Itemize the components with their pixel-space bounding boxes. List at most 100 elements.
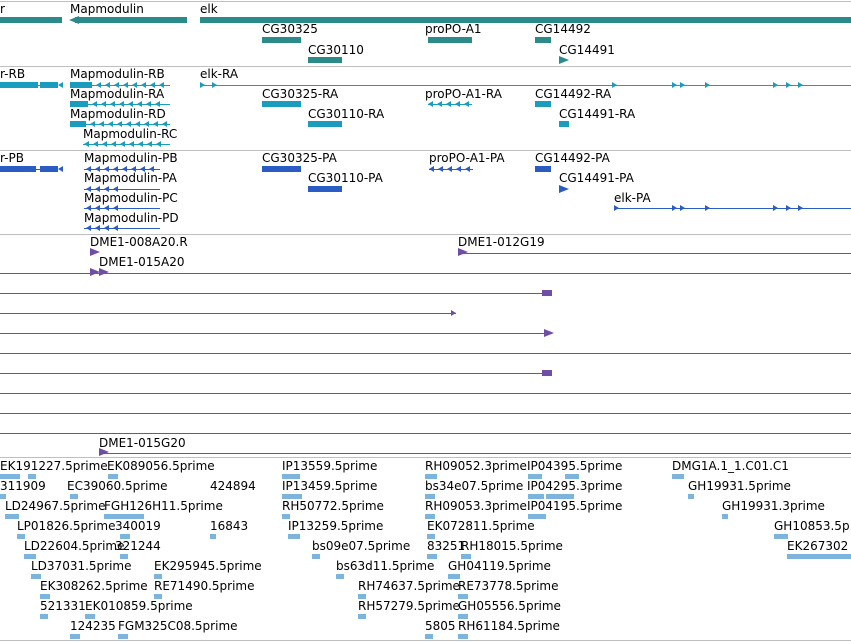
- protein-bar[interactable]: [535, 166, 551, 172]
- est-label: FGM325C08.5prime: [118, 619, 238, 633]
- est-bar[interactable]: [28, 474, 36, 479]
- strand-arrow-icon: [113, 186, 118, 192]
- transcript-bar[interactable]: [262, 101, 301, 107]
- feature-line[interactable]: [70, 85, 170, 86]
- transcript-bar[interactable]: [308, 121, 342, 127]
- feature-line[interactable]: [84, 208, 160, 209]
- est-bar[interactable]: [288, 534, 300, 539]
- est-bar[interactable]: [24, 554, 36, 559]
- est-bar[interactable]: [40, 594, 50, 599]
- feature-line[interactable]: [83, 144, 170, 145]
- est-bar[interactable]: [722, 514, 728, 519]
- est-bar[interactable]: [154, 594, 162, 599]
- clone-line[interactable]: [0, 313, 456, 314]
- clone-line[interactable]: [0, 353, 851, 354]
- est-bar[interactable]: [427, 554, 437, 559]
- strand-arrow-icon: [672, 82, 677, 88]
- gene-bar[interactable]: [535, 37, 551, 43]
- transcript-bar[interactable]: [70, 121, 86, 127]
- gene-bar[interactable]: [200, 17, 851, 23]
- feature-line[interactable]: [200, 85, 851, 86]
- est-bar[interactable]: [672, 474, 684, 479]
- strand-arrow-icon: [138, 141, 143, 147]
- est-bar[interactable]: [458, 634, 468, 639]
- gene-bar[interactable]: [75, 17, 187, 23]
- est-bar[interactable]: [461, 554, 471, 559]
- clone-line[interactable]: [0, 373, 552, 374]
- est-bar[interactable]: [458, 594, 468, 599]
- est-bar[interactable]: [104, 514, 144, 519]
- gene-bar[interactable]: [308, 57, 342, 63]
- feature-line[interactable]: [99, 453, 851, 454]
- protein-bar[interactable]: [262, 166, 301, 172]
- clone-line[interactable]: [0, 293, 552, 294]
- est-bar[interactable]: [528, 474, 542, 479]
- feature-line[interactable]: [0, 273, 851, 274]
- clone-line[interactable]: [0, 393, 851, 394]
- gene-bar[interactable]: [262, 37, 301, 43]
- transcript-bar[interactable]: [70, 82, 92, 88]
- est-bar[interactable]: [70, 494, 78, 499]
- est-bar[interactable]: [0, 474, 20, 479]
- est-bar[interactable]: [118, 634, 128, 639]
- transcript-bar[interactable]: [40, 82, 58, 88]
- est-bar[interactable]: [0, 494, 6, 499]
- est-bar[interactable]: [17, 534, 25, 539]
- est-bar[interactable]: [565, 474, 579, 479]
- est-bar[interactable]: [425, 634, 433, 639]
- est-bar[interactable]: [40, 614, 48, 619]
- gene-bar[interactable]: [428, 37, 472, 43]
- protein-bar[interactable]: [308, 186, 342, 192]
- clone-bar[interactable]: [542, 290, 552, 296]
- est-label: EK072811.5prime: [427, 519, 535, 533]
- est-bar[interactable]: [358, 594, 366, 599]
- est-bar[interactable]: [282, 494, 302, 499]
- est-bar[interactable]: [108, 474, 118, 479]
- est-bar[interactable]: [688, 494, 694, 499]
- est-bar[interactable]: [427, 534, 435, 539]
- est-bar[interactable]: [458, 614, 468, 619]
- est-bar[interactable]: [120, 554, 128, 559]
- clone-bar[interactable]: [542, 370, 552, 376]
- clone-label: DME1-015G20: [99, 436, 186, 450]
- est-bar[interactable]: [282, 514, 290, 519]
- est-bar[interactable]: [528, 514, 546, 519]
- feature-line[interactable]: [458, 253, 851, 254]
- est-bar[interactable]: [120, 534, 130, 539]
- clone-line[interactable]: [0, 333, 552, 334]
- est-bar[interactable]: [448, 574, 460, 579]
- est-bar[interactable]: [425, 474, 437, 479]
- protein-bar[interactable]: [40, 166, 58, 172]
- est-bar[interactable]: [85, 614, 95, 619]
- clone-line[interactable]: [0, 413, 851, 414]
- transcript-bar[interactable]: [559, 121, 569, 127]
- clone-line[interactable]: [0, 433, 851, 434]
- feature-line[interactable]: [614, 208, 851, 209]
- est-bar[interactable]: [358, 614, 366, 619]
- est-bar[interactable]: [336, 574, 344, 579]
- est-bar[interactable]: [787, 554, 851, 559]
- feature-line[interactable]: [84, 228, 160, 229]
- est-bar[interactable]: [425, 514, 435, 519]
- gene-bar[interactable]: [0, 17, 62, 23]
- est-bar[interactable]: [282, 474, 300, 479]
- transcript-label: Mapmodulin-RC: [83, 127, 178, 141]
- est-bar[interactable]: [774, 534, 788, 539]
- est-bar[interactable]: [312, 554, 320, 559]
- est-label: EK191227.5prime: [0, 459, 108, 473]
- gene-label: Mapmodulin: [70, 2, 144, 16]
- transcript-bar[interactable]: [535, 101, 551, 107]
- est-bar[interactable]: [5, 514, 19, 519]
- protein-bar[interactable]: [0, 166, 36, 172]
- transcript-bar[interactable]: [0, 82, 38, 88]
- transcript-bar[interactable]: [70, 101, 88, 107]
- feature-line[interactable]: [84, 189, 160, 190]
- est-bar[interactable]: [425, 494, 435, 499]
- est-bar[interactable]: [546, 494, 574, 499]
- est-bar[interactable]: [210, 534, 216, 539]
- est-bar[interactable]: [528, 494, 544, 499]
- est-bar[interactable]: [70, 634, 80, 639]
- est-bar[interactable]: [154, 574, 162, 579]
- est-bar[interactable]: [31, 574, 41, 579]
